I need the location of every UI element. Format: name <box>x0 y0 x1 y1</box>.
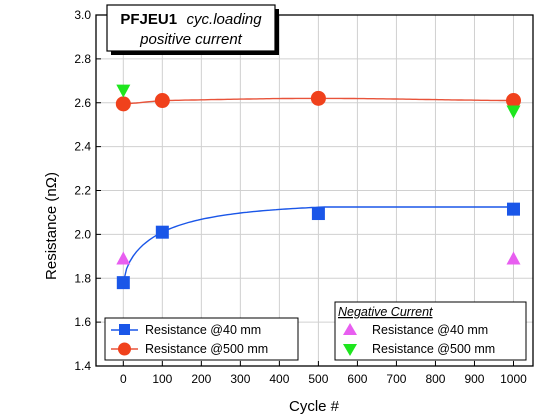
y-tick-label: 2.2 <box>74 184 91 198</box>
data-point-s1-2 <box>310 90 326 106</box>
title-box: PFJEU1 cyc.loading positive current <box>106 4 279 55</box>
legend-40mm-label: Resistance @40 mm <box>145 323 261 337</box>
x-tick-label: 1000 <box>500 372 527 386</box>
data-points <box>115 84 521 290</box>
legend-40mm-marker <box>119 324 130 335</box>
x-tick-label: 400 <box>269 372 289 386</box>
legend-neg-500mm-label: Resistance @500 mm <box>372 342 495 356</box>
y-tick-label: 2.6 <box>74 96 91 110</box>
x-tick-label: 600 <box>347 372 367 386</box>
legend-neg-500mm-marker <box>343 344 357 356</box>
chart-title-line-1: PFJEU1 cyc.loading <box>120 11 262 28</box>
data-point-s0-3 <box>506 202 520 216</box>
x-tick-label: 200 <box>191 372 211 386</box>
y-tick-label: 1.8 <box>74 271 91 285</box>
x-tick-label: 800 <box>425 372 445 386</box>
legend-500mm-marker <box>118 342 131 356</box>
chart-title-bold: PFJEU1 <box>120 11 177 28</box>
data-point-s2-0 <box>116 251 131 265</box>
data-point-s0-2 <box>311 207 325 221</box>
legend-negative-frame <box>334 301 527 361</box>
legend-500mm-label: Resistance @500 mm <box>145 342 268 356</box>
x-tick-label: 500 <box>308 372 328 386</box>
data-point-s3-0 <box>116 84 131 98</box>
data-point-s1-0 <box>115 96 131 112</box>
data-point-s1-3 <box>505 93 521 109</box>
chart-title-line-2: positive current <box>139 31 243 48</box>
legend-neg-40mm-marker <box>343 323 357 335</box>
x-tick-label: 100 <box>152 372 172 386</box>
legend-negative-title: Negative Current <box>338 305 433 319</box>
x-tick-label: 700 <box>386 372 406 386</box>
x-tick-label: 0 <box>120 372 127 386</box>
data-point-s1-1 <box>154 93 170 109</box>
axis-ticks: 0 100 200 300 400 500 600 700 800 900 1000 1.4 1.6 1.… <box>74 8 527 386</box>
y-tick-label: 2.0 <box>74 227 91 241</box>
x-tick-label: 300 <box>230 372 250 386</box>
legend-positive-current: Resistance @40 mm Resistance @500 mm <box>104 317 299 361</box>
y-tick-label: 1.6 <box>74 315 91 329</box>
legend-neg-40mm-label: Resistance @40 mm <box>372 323 488 337</box>
x-tick-label: 900 <box>464 372 484 386</box>
y-axis-label: Resistance (nΩ) <box>43 172 60 280</box>
y-tick-label: 1.4 <box>74 359 91 373</box>
data-point-s3-1 <box>506 105 521 119</box>
data-point-s0-0 <box>116 276 130 290</box>
title-box-frame <box>106 4 276 52</box>
chart-title-italic: cyc.loading <box>187 11 263 28</box>
legend-positive-frame <box>104 317 299 361</box>
y-tick-label: 3.0 <box>74 8 91 22</box>
y-tick-label: 2.8 <box>74 52 91 66</box>
data-point-s2-1 <box>506 251 521 265</box>
y-tick-label: 2.4 <box>74 140 91 154</box>
x-axis-label: Cycle # <box>289 398 340 415</box>
data-point-s0-1 <box>155 225 169 239</box>
legend-negative-current: Negative Current Resistance @40 mm Resis… <box>334 301 527 361</box>
